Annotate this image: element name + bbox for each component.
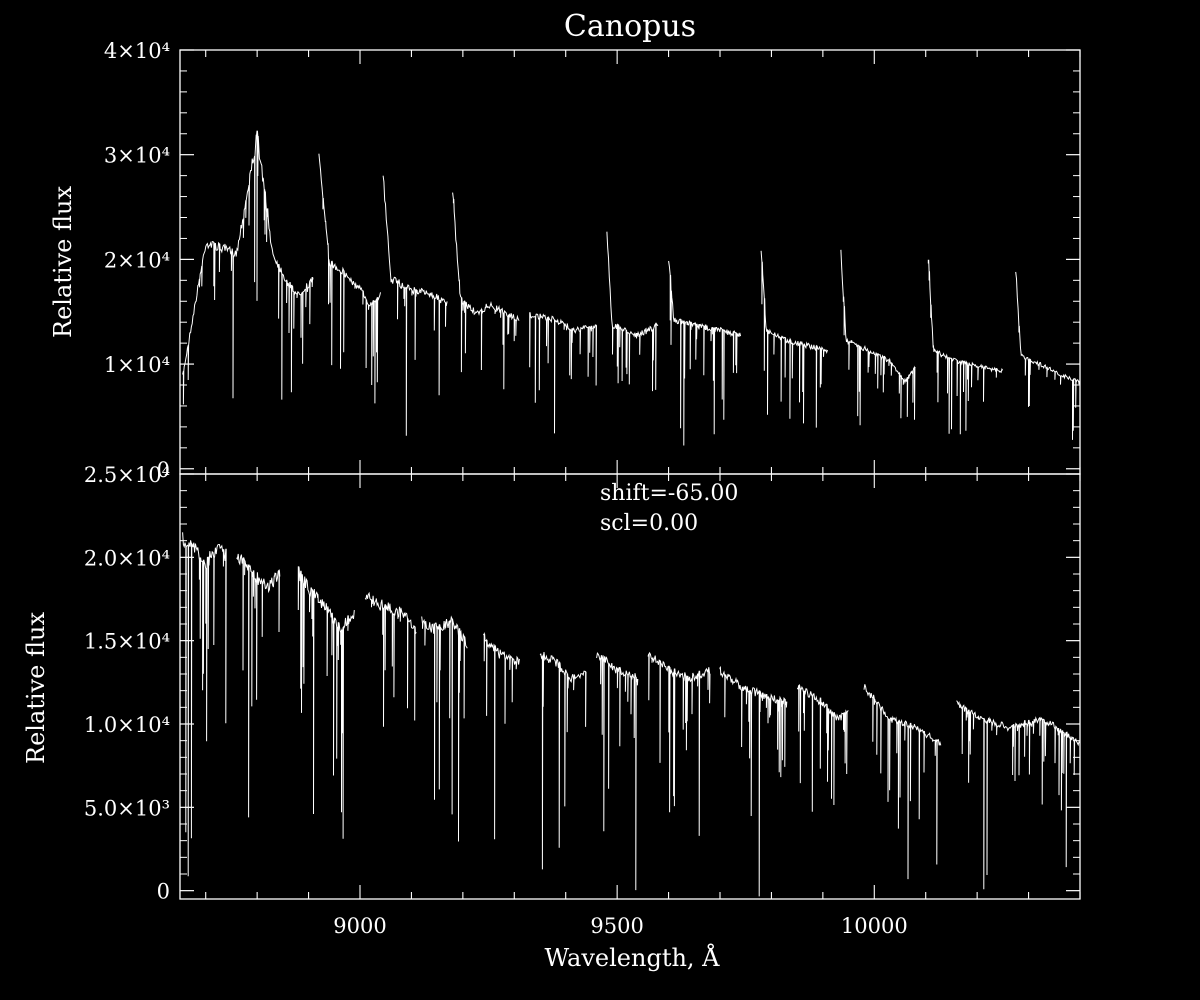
xtick-label: 10000 (841, 914, 908, 938)
bottom-spectrum-segment (956, 700, 1081, 890)
top-ytick-label: 3×10⁴ (104, 144, 170, 168)
top-spectrum (182, 130, 1081, 446)
xtick-label: 9000 (333, 914, 386, 938)
bottom-spectrum-segment (647, 651, 711, 836)
x-axis-label: Wavelength, Å (544, 943, 720, 972)
bottom-yticks: 0 5.0×10³ 1.0×10⁴ 1.5×10⁴ 2.0×10⁴ 2.5×10⁴ (84, 463, 1080, 904)
top-spectrum-segment (318, 153, 381, 404)
top-y-axis-label: Relative flux (49, 186, 77, 338)
bottom-plot-frame (179, 473, 1081, 900)
top-spectrum-segment (668, 260, 742, 446)
bottom-ytick-label: 1.5×10⁴ (84, 630, 170, 654)
chart-title: Canopus (564, 9, 696, 44)
top-ytick-label: 1×10⁴ (104, 353, 170, 377)
bottom-spectrum-segment (863, 684, 942, 880)
bottom-spectrum-segment (596, 652, 639, 891)
bottom-spectrum-segment (539, 652, 587, 870)
bottom-spectrum-segment (297, 566, 355, 839)
bottom-spectrum-segment (482, 632, 520, 840)
top-spectrum-segment (760, 250, 828, 428)
top-spectrum-segment (1015, 271, 1081, 440)
top-spectrum-segment (529, 312, 597, 434)
bottom-spectrum-segment (421, 615, 468, 842)
xtick-label: 9500 (590, 914, 643, 938)
top-spectrum-segment (606, 231, 659, 392)
top-xticks (205, 50, 1081, 474)
scl-annotation: scl=0.00 (600, 511, 698, 536)
bottom-spectrum-segment (719, 665, 788, 897)
top-ytick-label: 4×10⁴ (104, 39, 170, 63)
top-ytick-label: 0 (157, 458, 170, 482)
top-spectrum-segment (840, 249, 916, 426)
bottom-ytick-label: 0 (157, 880, 170, 904)
bottom-spectrum-segment (364, 591, 417, 727)
top-spectrum-segment (927, 259, 1004, 435)
top-spectrum-segment (182, 130, 314, 405)
top-yticks: 0 1×10⁴ 2×10⁴ 3×10⁴ 4×10⁴ (104, 39, 1080, 482)
bottom-spectrum-segment (182, 532, 227, 877)
bottom-ytick-label: 5.0×10³ (84, 796, 170, 820)
bottom-xticks: 9000 9500 10000 (205, 474, 1081, 938)
bottom-ytick-label: 1.0×10⁴ (84, 713, 170, 737)
top-spectrum-segment (452, 192, 520, 390)
bottom-panel: 0 5.0×10³ 1.0×10⁴ 1.5×10⁴ 2.0×10⁴ 2.5×10⁴ 900… (22, 463, 1081, 972)
top-ytick-label: 2×10⁴ (104, 248, 170, 272)
shift-annotation: shift=-65.00 (600, 481, 738, 506)
bottom-spectrum-segment (236, 553, 281, 818)
bottom-y-axis-label: Relative flux (22, 612, 50, 764)
top-spectrum-segment (382, 175, 448, 436)
top-panel: 0 1×10⁴ 2×10⁴ 3×10⁴ 4×10⁴ Relative flux (49, 39, 1081, 482)
top-plot-frame (179, 49, 1081, 475)
bottom-ytick-label: 2.5×10⁴ (84, 463, 170, 487)
bottom-spectrum-segment (796, 684, 849, 812)
bottom-ytick-label: 2.0×10⁴ (84, 546, 170, 570)
bottom-spectrum (182, 532, 1081, 897)
